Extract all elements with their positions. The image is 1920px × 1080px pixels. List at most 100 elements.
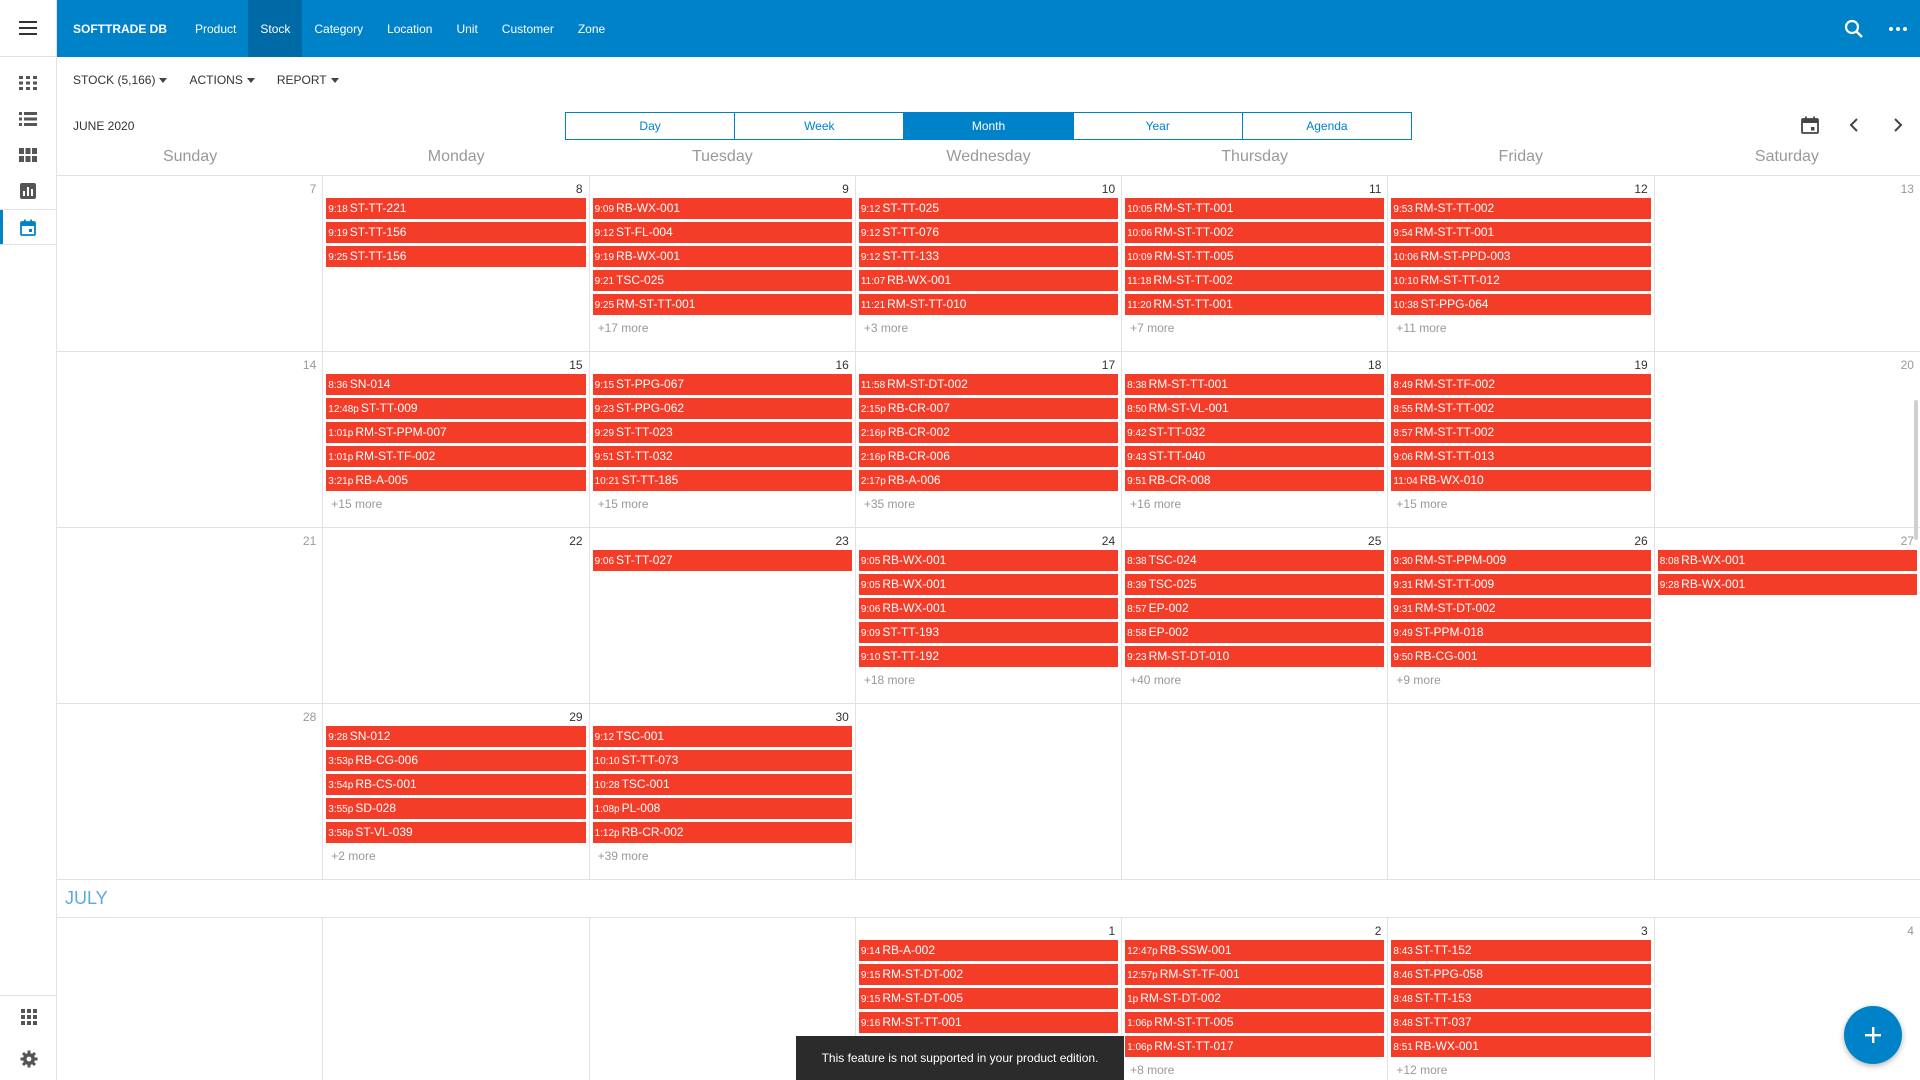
calendar-event[interactable]: 11:21 RM-ST-TT-010 xyxy=(858,294,1119,315)
calendar-event[interactable]: 8:08 RB-WX-001 xyxy=(1657,550,1917,571)
day-cell[interactable] xyxy=(57,918,324,1080)
day-cell[interactable]: 25 8:38 TSC-024 8:39 TSC-025 8:57 EP-002 8:58 EP… xyxy=(1122,528,1389,703)
calendar-event[interactable]: 1:06p RM-ST-TT-005 xyxy=(1125,1012,1385,1033)
day-cell[interactable]: 17 11:58 RM-ST-DT-002 2:15p RB-CR-007 2:16p RB… xyxy=(856,352,1123,527)
day-cell[interactable]: 27 8:08 RB-WX-001 9:28 RB-WX-001 xyxy=(1655,528,1920,703)
calendar-event[interactable]: 10:06 RM-ST-TT-002 xyxy=(1125,222,1385,243)
calendar-event[interactable]: 1:01p RM-ST-TF-002 xyxy=(326,446,586,467)
calendar-event[interactable]: 9:29 ST-TT-023 xyxy=(592,422,852,443)
calendar-event[interactable]: 9:31 RM-ST-TT-009 xyxy=(1391,574,1651,595)
calendar-event[interactable]: 9:06 ST-TT-027 xyxy=(592,550,852,571)
day-cell[interactable]: 21 xyxy=(57,528,324,703)
calendar-event[interactable]: 9:21 TSC-025 xyxy=(592,270,852,291)
day-number[interactable]: 2 xyxy=(1374,924,1382,938)
scrollbar-thumb[interactable] xyxy=(1914,400,1918,540)
calendar-event[interactable]: 9:06 RM-ST-TT-013 xyxy=(1391,446,1651,467)
calendar-event[interactable]: 9:53 RM-ST-TT-002 xyxy=(1391,198,1651,219)
day-cell[interactable]: 22 xyxy=(323,528,590,703)
next-button[interactable] xyxy=(1876,109,1920,141)
day-cell[interactable]: 30 9:12 TSC-001 10:10 ST-TT-073 10:28 TSC-001 1… xyxy=(590,704,856,879)
calendar-event[interactable]: 12:57p RM-ST-TF-001 xyxy=(1125,964,1385,985)
day-number[interactable]: 16 xyxy=(835,358,849,372)
day-number[interactable] xyxy=(1658,710,1917,726)
calendar-event[interactable]: 8:48 ST-TT-153 xyxy=(1391,988,1651,1009)
more-events-link[interactable]: +15 more xyxy=(597,497,649,511)
day-number[interactable]: 12 xyxy=(1634,182,1648,196)
calendar-event[interactable]: 9:19 RB-WX-001 xyxy=(592,246,852,267)
nav-unit[interactable]: Unit xyxy=(456,21,478,36)
view-day-button[interactable]: Day xyxy=(566,113,736,139)
calendar-event[interactable]: 3:58p ST-VL-039 xyxy=(326,822,586,843)
calendar-event[interactable]: 9:23 ST-PPG-062 xyxy=(592,398,852,419)
nav-zone[interactable]: Zone xyxy=(577,21,606,36)
calendar-event[interactable]: 9:12 ST-TT-076 xyxy=(858,222,1119,243)
day-number[interactable]: 29 xyxy=(569,710,583,724)
day-cell[interactable] xyxy=(1122,704,1389,879)
day-number[interactable] xyxy=(1391,710,1650,726)
calendar-event[interactable]: 8:51 RB-WX-001 xyxy=(1391,1036,1651,1057)
calendar-event[interactable]: 12:48p ST-TT-009 xyxy=(326,398,586,419)
calendar-event[interactable]: 2:16p RB-CR-006 xyxy=(858,446,1119,467)
calendar-event[interactable]: 8:38 RM-ST-TT-001 xyxy=(1125,374,1385,395)
view-agenda-button[interactable]: Agenda xyxy=(1306,119,1348,133)
more-events-link[interactable]: +16 more xyxy=(1130,497,1182,511)
nav-location[interactable]: Location xyxy=(387,21,433,36)
calendar-event[interactable]: 9:15 ST-PPG-067 xyxy=(592,374,852,395)
calendar-event[interactable]: 11:58 RM-ST-DT-002 xyxy=(858,374,1119,395)
calendar-event[interactable]: 8:50 RM-ST-VL-001 xyxy=(1125,398,1385,419)
day-cell[interactable]: 26 9:30 RM-ST-PPM-009 9:31 RM-ST-TT-009 9:31 R… xyxy=(1388,528,1655,703)
report-dropdown[interactable]: REPORT xyxy=(277,73,339,87)
day-number[interactable]: 3 xyxy=(1641,924,1648,938)
calendar-event[interactable]: 9:09 RB-WX-001 xyxy=(592,198,852,219)
day-cell[interactable]: 13 xyxy=(1655,176,1920,351)
more-options-button[interactable] xyxy=(1876,0,1920,57)
nav-stock[interactable]: Stock xyxy=(248,0,303,57)
more-events-link[interactable]: +15 more xyxy=(331,497,383,511)
day-number[interactable]: 8 xyxy=(575,182,583,196)
nav-category[interactable]: Category xyxy=(314,21,364,36)
more-events-link[interactable]: +9 more xyxy=(1396,673,1441,687)
nav-product[interactable]: Product xyxy=(195,21,237,36)
more-events-link[interactable]: +2 more xyxy=(331,849,376,863)
more-events-link[interactable]: +8 more xyxy=(1130,1063,1175,1077)
calendar-event[interactable]: 10:10 RM-ST-TT-012 xyxy=(1391,270,1651,291)
calendar-event[interactable]: 8:58 EP-002 xyxy=(1125,622,1385,643)
calendar-event[interactable]: 9:06 RB-WX-001 xyxy=(858,598,1119,619)
calendar-event[interactable]: 12:47p RB-SSW-001 xyxy=(1125,940,1385,961)
calendar-event[interactable]: 8:49 RM-ST-TF-002 xyxy=(1391,374,1651,395)
day-cell[interactable]: 3 8:43 ST-TT-152 8:46 ST-PPG-058 8:48 ST-TT-15… xyxy=(1388,918,1655,1080)
calendar-event[interactable]: 9:31 RM-ST-DT-002 xyxy=(1391,598,1651,619)
calendar-event[interactable]: 9:50 RB-CG-001 xyxy=(1391,646,1651,667)
day-number[interactable]: 24 xyxy=(1101,534,1116,548)
day-cell[interactable]: 8 9:18 ST-TT-221 9:19 ST-TT-156 9:25 ST-TT-156 xyxy=(323,176,590,351)
calendar-event[interactable]: 10:05 RM-ST-TT-001 xyxy=(1125,198,1385,219)
calendar-event[interactable]: 9:28 RB-WX-001 xyxy=(1657,574,1917,595)
calendar-event[interactable]: 8:38 TSC-024 xyxy=(1125,550,1385,571)
day-cell[interactable]: 9 9:09 RB-WX-001 9:12 ST-FL-004 9:19 RB-WX-001… xyxy=(590,176,856,351)
calendar-event[interactable]: 9:23 RM-ST-DT-010 xyxy=(1125,646,1385,667)
calendar-event[interactable]: 2:16p RB-CR-002 xyxy=(858,422,1119,443)
calendar-event[interactable]: 10:09 RM-ST-TT-005 xyxy=(1125,246,1385,267)
calendar-event[interactable]: 8:36 SN-014 xyxy=(326,374,586,395)
calendar-event[interactable]: 9:25 ST-TT-156 xyxy=(326,246,586,267)
calendar-event[interactable]: 9:30 RM-ST-PPM-009 xyxy=(1391,550,1651,571)
stock-dropdown[interactable]: STOCK (5,166) xyxy=(73,73,168,87)
day-number[interactable]: 11 xyxy=(1368,182,1382,196)
calendar-event[interactable]: 9:51 RB-CR-008 xyxy=(1125,470,1385,491)
calendar-event[interactable]: 9:12 ST-FL-004 xyxy=(592,222,852,243)
day-number[interactable]: 25 xyxy=(1368,534,1382,548)
previous-button[interactable] xyxy=(1832,109,1876,141)
calendar-event[interactable]: 9:18 ST-TT-221 xyxy=(326,198,586,219)
day-cell[interactable]: 29 9:28 SN-012 3:53p RB-CG-006 3:54p RB-CS-001… xyxy=(323,704,590,879)
day-number[interactable]: 4 xyxy=(1907,924,1914,938)
calendar-event[interactable]: 9:54 RM-ST-TT-001 xyxy=(1391,222,1651,243)
calendar-event[interactable]: 8:48 ST-TT-037 xyxy=(1391,1012,1651,1033)
day-cell[interactable] xyxy=(856,704,1123,879)
grid-view-button[interactable] xyxy=(0,65,56,101)
day-cell[interactable] xyxy=(590,918,856,1080)
calendar-event[interactable]: 9:25 RM-ST-TT-001 xyxy=(592,294,852,315)
view-year-button[interactable]: Year xyxy=(1074,113,1243,139)
calendar-event[interactable]: 9:12 ST-TT-025 xyxy=(858,198,1119,219)
calendar-event[interactable]: 9:19 ST-TT-156 xyxy=(326,222,586,243)
calendar-event[interactable]: 8:57 EP-002 xyxy=(1125,598,1385,619)
